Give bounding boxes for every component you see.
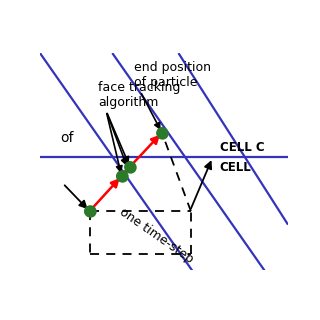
- Circle shape: [126, 163, 134, 171]
- Point: [159, 130, 164, 135]
- Text: CELL C: CELL C: [220, 140, 264, 154]
- Text: one time-step: one time-step: [117, 206, 196, 266]
- Circle shape: [86, 207, 93, 215]
- Circle shape: [158, 129, 166, 136]
- Text: of: of: [61, 131, 74, 145]
- Text: CELL: CELL: [220, 161, 252, 174]
- Point: [127, 164, 132, 169]
- Point: [87, 209, 92, 214]
- Point: [119, 173, 124, 179]
- Circle shape: [118, 172, 125, 180]
- Text: face tracking
algorithm: face tracking algorithm: [98, 81, 180, 109]
- Text: end position
of particle: end position of particle: [134, 61, 211, 89]
